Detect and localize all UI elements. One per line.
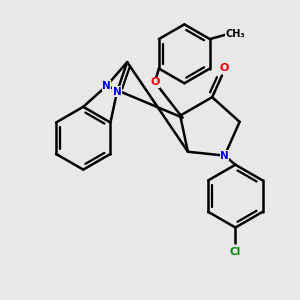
- Text: N: N: [102, 81, 111, 91]
- Text: O: O: [150, 77, 160, 87]
- Text: N: N: [220, 151, 229, 160]
- Text: N: N: [112, 87, 122, 97]
- Text: O: O: [219, 63, 229, 73]
- Text: CH₃: CH₃: [226, 29, 245, 39]
- Text: Cl: Cl: [230, 247, 241, 257]
